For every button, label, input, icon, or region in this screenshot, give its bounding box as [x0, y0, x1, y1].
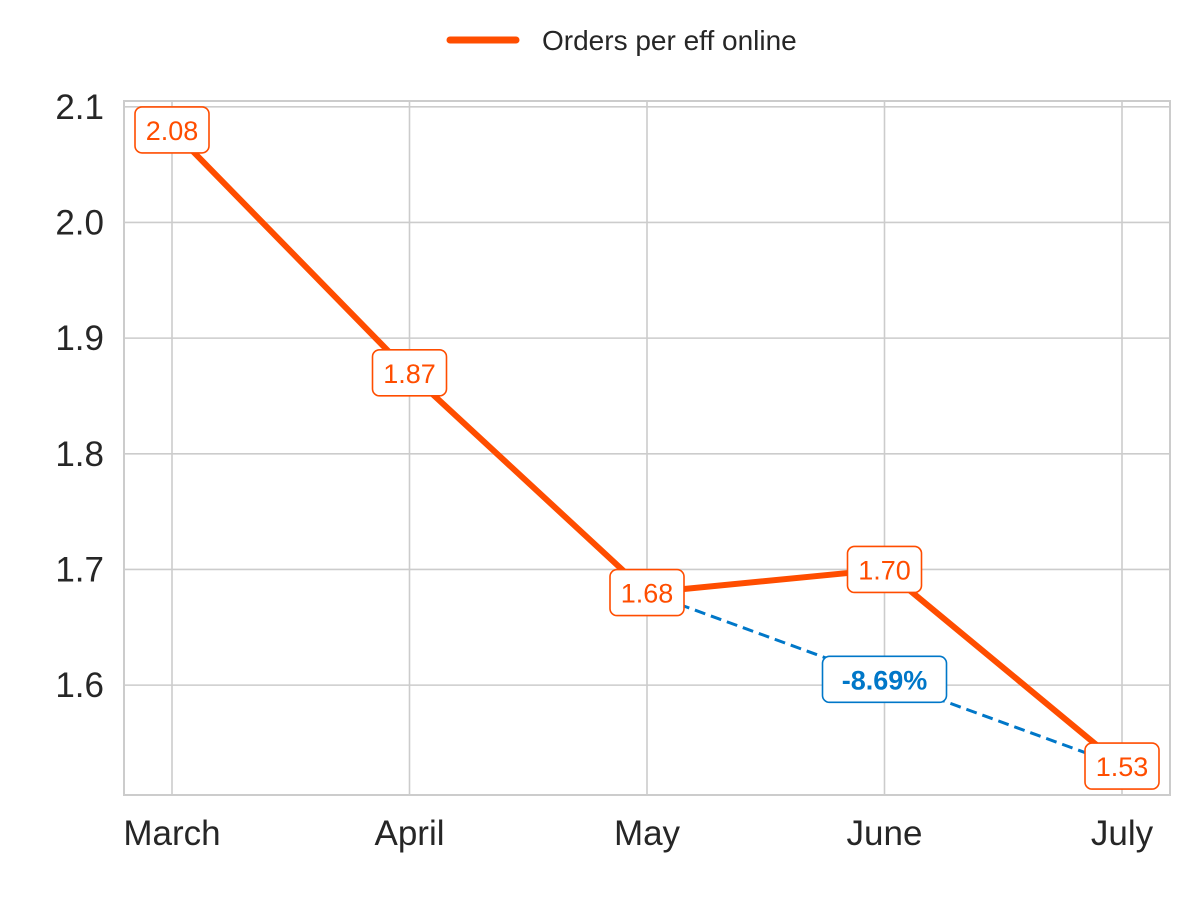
annotation-label-box: [821, 655, 948, 704]
y-tick-label: 2.0: [55, 203, 104, 242]
x-tick-label: March: [123, 814, 220, 853]
x-tick-label: July: [1091, 814, 1154, 853]
legend-label: Orders per eff online: [542, 25, 797, 56]
plot-frame: [123, 100, 1171, 796]
y-tick-label: 1.6: [55, 666, 104, 705]
legend: Orders per eff online: [446, 25, 797, 56]
data-label: 2.08: [146, 116, 199, 146]
data-label-box: [846, 545, 923, 594]
data-labels: 2.08 1.87 1.68 1.70 1.53: [134, 106, 1160, 790]
change-annotation: -8.69%: [646, 591, 1123, 768]
data-label: 1.68: [621, 579, 674, 609]
data-label-box: [134, 106, 210, 154]
data-label-box: [1084, 742, 1160, 790]
y-tick-label: 1.7: [55, 550, 104, 589]
data-label: 1.53: [1096, 752, 1149, 782]
data-label: 1.70: [858, 555, 911, 585]
data-label-box: [609, 568, 685, 617]
y-tick-label: 1.9: [55, 319, 104, 358]
x-tick-label: May: [614, 814, 681, 853]
y-tick-label: 2.1: [55, 88, 104, 127]
x-axis-ticks: March April May June July: [123, 814, 1153, 853]
data-label-box: [371, 349, 448, 397]
y-axis-ticks: 1.6 1.7 1.8 1.9 2.0 2.1: [55, 88, 104, 705]
x-tick-label: April: [374, 814, 444, 853]
grid: [124, 101, 1170, 795]
annotation-label: -8.69%: [842, 665, 928, 695]
x-tick-label: June: [847, 814, 923, 853]
data-label: 1.87: [383, 359, 436, 389]
y-tick-label: 1.8: [55, 435, 104, 474]
